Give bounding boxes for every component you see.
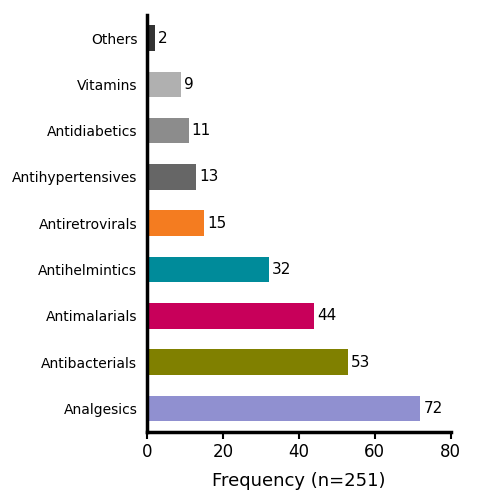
- Text: 15: 15: [207, 216, 226, 231]
- Text: 9: 9: [184, 77, 194, 92]
- Bar: [147, 25, 154, 51]
- Text: 44: 44: [317, 309, 336, 323]
- Bar: [147, 349, 348, 375]
- Text: 32: 32: [271, 262, 291, 277]
- Bar: [147, 118, 189, 143]
- Bar: [147, 164, 196, 189]
- Bar: [147, 210, 204, 236]
- Bar: [147, 303, 314, 328]
- Text: 53: 53: [351, 355, 370, 370]
- Bar: [147, 257, 269, 282]
- Text: 13: 13: [199, 170, 219, 185]
- Bar: [147, 396, 420, 421]
- Text: 72: 72: [423, 401, 442, 416]
- Text: 2: 2: [158, 31, 167, 46]
- Bar: [147, 71, 181, 97]
- X-axis label: Frequency (n=251): Frequency (n=251): [212, 472, 386, 491]
- Text: 11: 11: [192, 123, 211, 138]
